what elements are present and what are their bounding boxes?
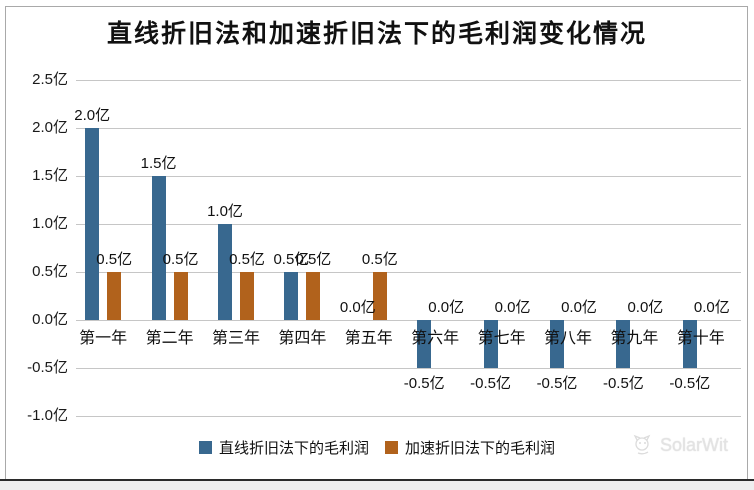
x-axis-label: 第八年 [543, 330, 592, 347]
bar-value-label: 2.0亿 [74, 107, 111, 124]
bar-straight-line [417, 320, 432, 368]
bar-accelerated [240, 272, 254, 320]
bar-accelerated [173, 272, 188, 320]
bar-accelerated [372, 272, 387, 320]
bar-value-label: 0.0亿 [627, 299, 664, 316]
chart-title: 直线折旧法和加速折旧法下的毛利润变化情况 [106, 19, 647, 48]
plot-area: 2.5亿 2.0亿 1.5亿 1.0亿 0.5亿 0.0亿 -0.5亿 -1.0亿 第一年 第二… [27, 71, 741, 424]
bar-value-label: 0.5亿 [273, 251, 310, 268]
bar-value-label: 1.5亿 [140, 155, 177, 172]
bar-value-label: 0.5亿 [96, 251, 133, 268]
x-axis-label: 第十年 [676, 330, 725, 347]
bar-value-label: 0.5亿 [162, 251, 199, 268]
x-axis-label: 第二年 [145, 330, 194, 347]
gridline [76, 176, 741, 177]
watermark: SolarWit [632, 434, 728, 456]
bottom-divider-line [0, 479, 754, 481]
y-tick-label: 0.0亿 [32, 311, 68, 328]
bar-straight-line [284, 272, 299, 320]
bottom-strip [0, 481, 754, 490]
bar-value-label: -0.5亿 [470, 375, 512, 392]
x-axis-label: 第三年 [211, 330, 260, 347]
legend-swatch-straight-line [198, 440, 212, 454]
gridline [76, 320, 741, 321]
bar-straight-line [218, 224, 232, 320]
bar-value-label: -0.5亿 [403, 375, 445, 392]
legend-label-accelerated: 加速折旧法下的毛利润 [405, 439, 556, 457]
bar-value-label: 0.5亿 [361, 251, 398, 268]
x-axis-label: 第四年 [278, 330, 327, 347]
bar-straight-line [682, 320, 697, 368]
x-axis-label: 第六年 [411, 330, 460, 347]
bar-value-label: 0.0亿 [428, 299, 465, 316]
bar-value-label: 0.0亿 [693, 299, 730, 316]
bar-straight-line [151, 176, 166, 320]
y-tick-label: 1.5亿 [32, 167, 68, 184]
bar-accelerated [107, 272, 122, 320]
legend-label-straight-line: 直线折旧法下的毛利润 [218, 439, 369, 457]
gridline [76, 416, 741, 417]
bar-straight-line [85, 128, 100, 320]
bar-straight-line [616, 320, 631, 368]
y-tick-label: 2.5亿 [32, 71, 68, 88]
watermark-text: SolarWit [659, 434, 728, 455]
bar-value-label: 0.0亿 [561, 299, 597, 316]
bar-value-label: -0.5亿 [602, 375, 644, 392]
bar-value-label: 0.0亿 [339, 299, 376, 316]
x-axis-label: 第五年 [344, 330, 393, 347]
x-axis-label: 第七年 [477, 330, 526, 347]
x-axis-label: 第一年 [79, 330, 128, 347]
y-tick-label: -1.0亿 [27, 407, 68, 424]
bar-straight-line [550, 320, 564, 368]
bar-value-label: 0.0亿 [494, 299, 531, 316]
x-axis-label: 第九年 [610, 330, 659, 347]
gridline [76, 368, 741, 369]
bar-value-label: -0.5亿 [669, 375, 711, 392]
bar-accelerated [306, 272, 321, 320]
gridline [76, 80, 741, 81]
y-tick-label: 0.5亿 [32, 263, 68, 280]
solarwit-logo-icon [633, 434, 651, 455]
legend: 直线折旧法下的毛利润 加速折旧法下的毛利润 [0, 436, 754, 458]
bar-value-label: 0.5亿 [229, 251, 265, 268]
gridline [76, 128, 741, 129]
bar-value-label: 0.5亿 [295, 251, 332, 268]
bar-straight-line [483, 320, 498, 368]
y-tick-label: -0.5亿 [27, 359, 68, 376]
y-tick-label: 2.0亿 [32, 119, 68, 136]
bar-value-label: 1.0亿 [207, 203, 243, 220]
gridline [76, 272, 741, 273]
gridline [76, 224, 741, 225]
y-tick-label: 1.0亿 [32, 215, 68, 232]
bar-value-label: -0.5亿 [536, 375, 578, 392]
legend-swatch-accelerated [385, 440, 398, 454]
